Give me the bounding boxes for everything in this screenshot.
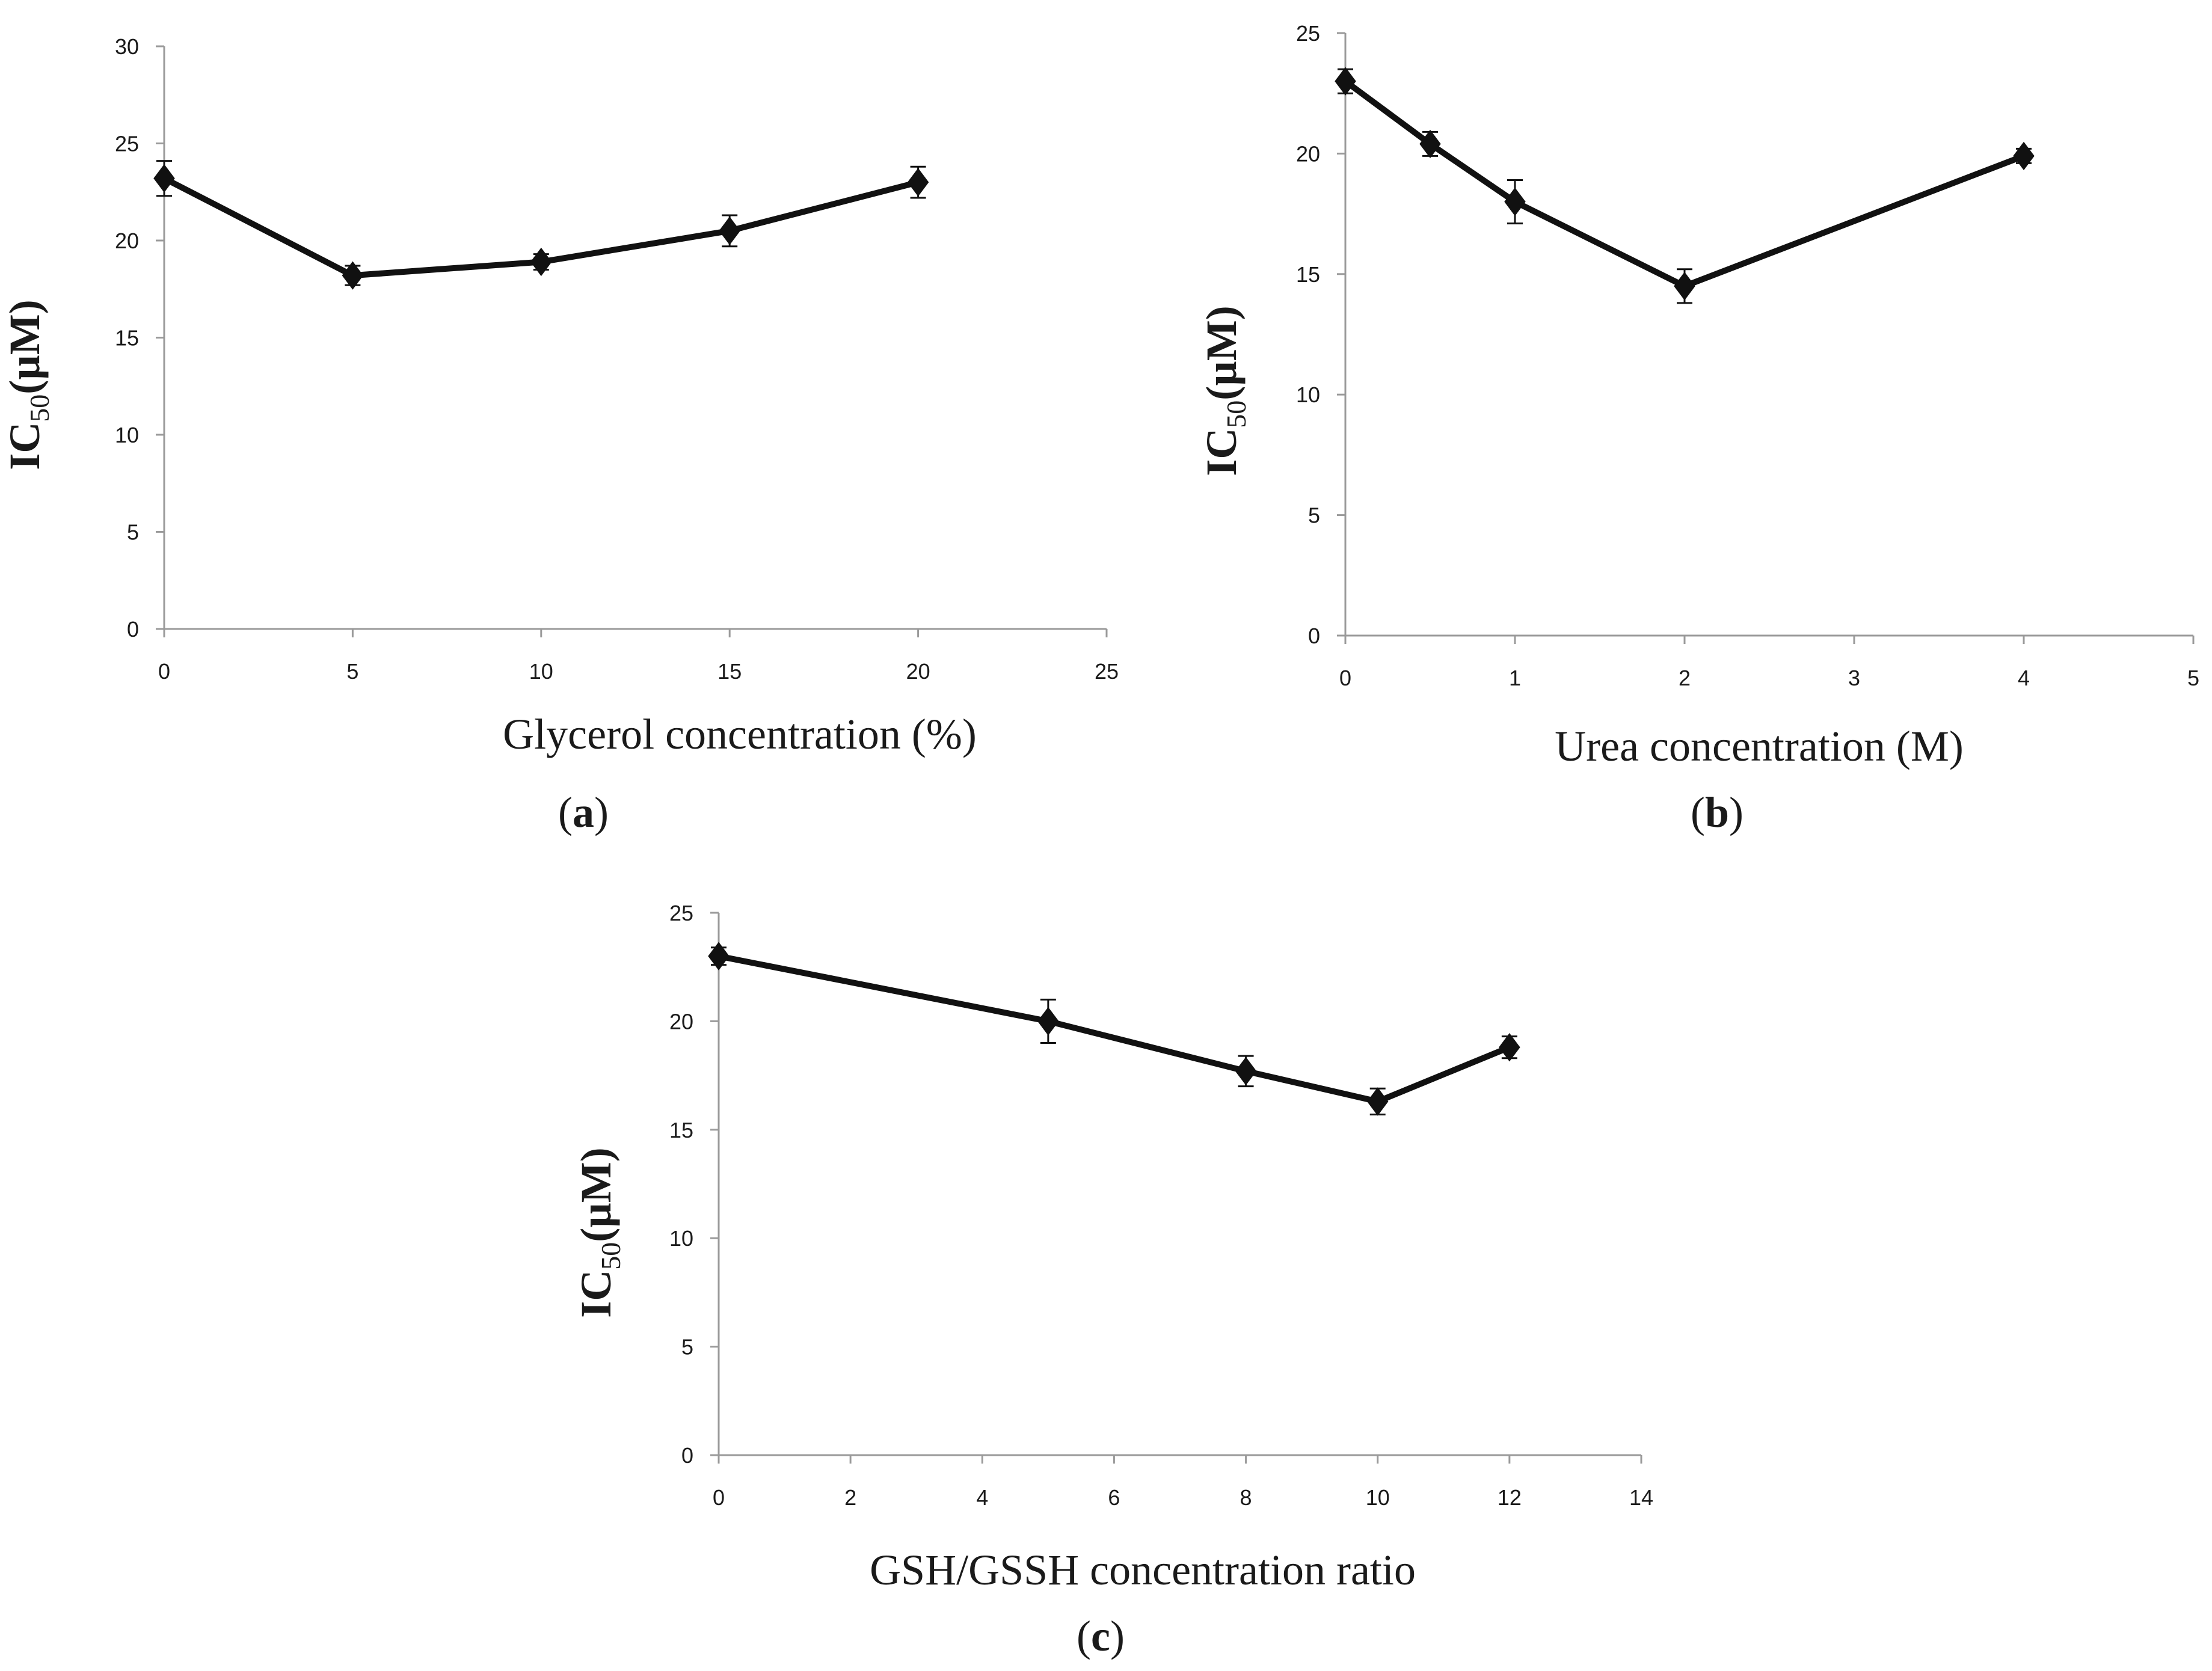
y-tick-label: 10 [669,1226,693,1251]
x-tick-label: 5 [2187,666,2199,690]
panel-c-chart: 0 5 10 15 20 25 0 2 4 6 8 10 12 14 GSH/GSSH concentrat… [572,901,1653,1660]
y-axis-title-unit: (µM) [1,299,49,394]
data-point-marker [1235,1056,1257,1086]
data-point-marker [1335,67,1356,96]
data-point-marker [1366,1087,1389,1116]
panel-label: (a) [558,788,609,836]
panel-label: (c) [1077,1612,1125,1660]
y-tick-label: 10 [1296,382,1320,407]
series-line [1342,78,2027,289]
y-axis-title: IC50(µM) [1,299,55,470]
x-tick-label: 2 [844,1485,856,1510]
y-tick-label: 5 [127,520,139,545]
y-axis-title-subscript: 50 [24,394,55,422]
y-axis-title-main: IC [572,1270,620,1318]
data-point-marker [1504,187,1526,216]
x-tick-label: 1 [1509,666,1521,690]
data-point-marker [530,247,552,277]
x-tick-label: 0 [1339,666,1351,690]
y-tick-label: 25 [669,901,693,925]
panel-label-letter: b [1705,788,1729,836]
y-tick-label: 0 [681,1443,693,1468]
y-axis-title-subscript: 50 [595,1242,626,1270]
y-axis-title-unit: (µM) [572,1147,620,1242]
y-tick-label: 25 [115,132,139,156]
x-tick-label: 12 [1498,1485,1522,1510]
y-axis-title-unit: (µM) [1197,305,1246,400]
panel-label: (b) [1691,788,1743,836]
y-tick-label: 15 [669,1118,693,1142]
data-point-marker [708,942,730,970]
panel-label-close-paren: ) [1110,1612,1125,1660]
x-axis-title: Urea concentration (M) [1555,722,1964,770]
x-axis-title: Glycerol concentration (%) [503,710,977,758]
panel-b-chart: 0 5 10 15 20 25 0 1 2 3 4 5 Urea concentration (M) IC… [1197,21,2199,836]
y-tick-label: 15 [115,326,139,351]
y-tick-label: 0 [127,617,139,642]
data-point-marker [342,261,364,290]
y-tick-label: 20 [669,1009,693,1034]
data-point-marker [2013,141,2035,171]
x-tick-label: 15 [717,659,742,684]
data-point-marker [1419,129,1441,159]
y-axis-title-main: IC [1197,428,1246,476]
x-axis-title: GSH/GSSH concentration ratio [870,1546,1416,1594]
x-tick-label: 3 [1848,666,1860,690]
data-point-marker [907,168,929,197]
panel-label-close-paren: ) [594,788,609,836]
y-tick-label: 20 [1296,141,1320,166]
x-tick-label: 4 [976,1485,988,1510]
x-tick-label: 2 [1679,666,1691,690]
y-tick-label: 15 [1296,262,1320,287]
x-tick-label: 14 [1629,1485,1653,1510]
x-tick-label: 25 [1095,659,1119,684]
panel-label-letter: a [573,788,594,836]
y-tick-label: 30 [115,34,139,59]
y-axis-title-subscript: 50 [1221,400,1252,428]
y-tick-label: 5 [1308,503,1320,528]
x-tick-label: 4 [2018,666,2030,690]
series-line [716,953,1513,1105]
panel-label-open-paren: ( [558,788,573,836]
y-tick-label: 10 [115,423,139,447]
x-tick-label: 0 [158,659,170,684]
data-point-marker [153,164,175,193]
x-tick-label: 8 [1240,1485,1252,1510]
y-tick-label: 25 [1296,21,1320,46]
x-tick-label: 5 [346,659,358,684]
y-axis-title: IC50(µM) [572,1147,626,1317]
panel-label-open-paren: ( [1691,788,1705,836]
y-tick-label: 0 [1308,624,1320,648]
x-tick-label: 10 [529,659,553,684]
x-tick-label: 20 [906,659,930,684]
x-tick-label: 0 [713,1485,725,1510]
x-tick-label: 10 [1366,1485,1390,1510]
y-tick-label: 5 [681,1335,693,1360]
y-tick-label: 20 [115,228,139,253]
y-axis-title-main: IC [1,422,49,470]
data-point-marker [719,216,740,245]
panel-label-letter: c [1091,1612,1110,1660]
data-point-marker [1674,272,1695,301]
panel-a-chart: 0 5 10 15 20 25 30 0 5 10 15 20 25 Glycerol concentra… [1,34,1119,836]
panel-label-open-paren: ( [1077,1612,1091,1660]
data-point-marker [1499,1033,1520,1062]
panel-label-close-paren: ) [1729,788,1743,836]
data-point-marker [1037,1007,1059,1036]
y-axis-title: IC50(µM) [1197,305,1252,476]
x-tick-label: 6 [1108,1485,1120,1510]
